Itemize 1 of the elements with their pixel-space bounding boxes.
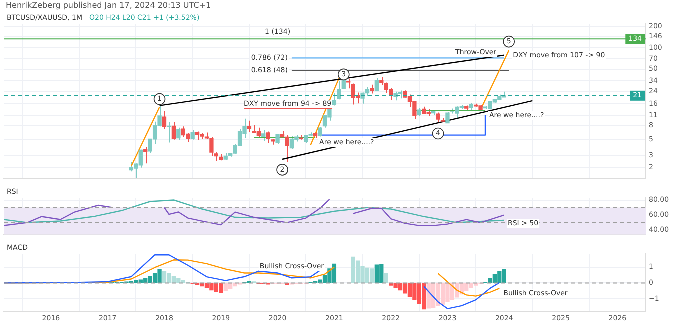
text: HenrikZeberg published Jan 17, 2024 20:13 UTC+1 bbox=[5, 0, 212, 12]
